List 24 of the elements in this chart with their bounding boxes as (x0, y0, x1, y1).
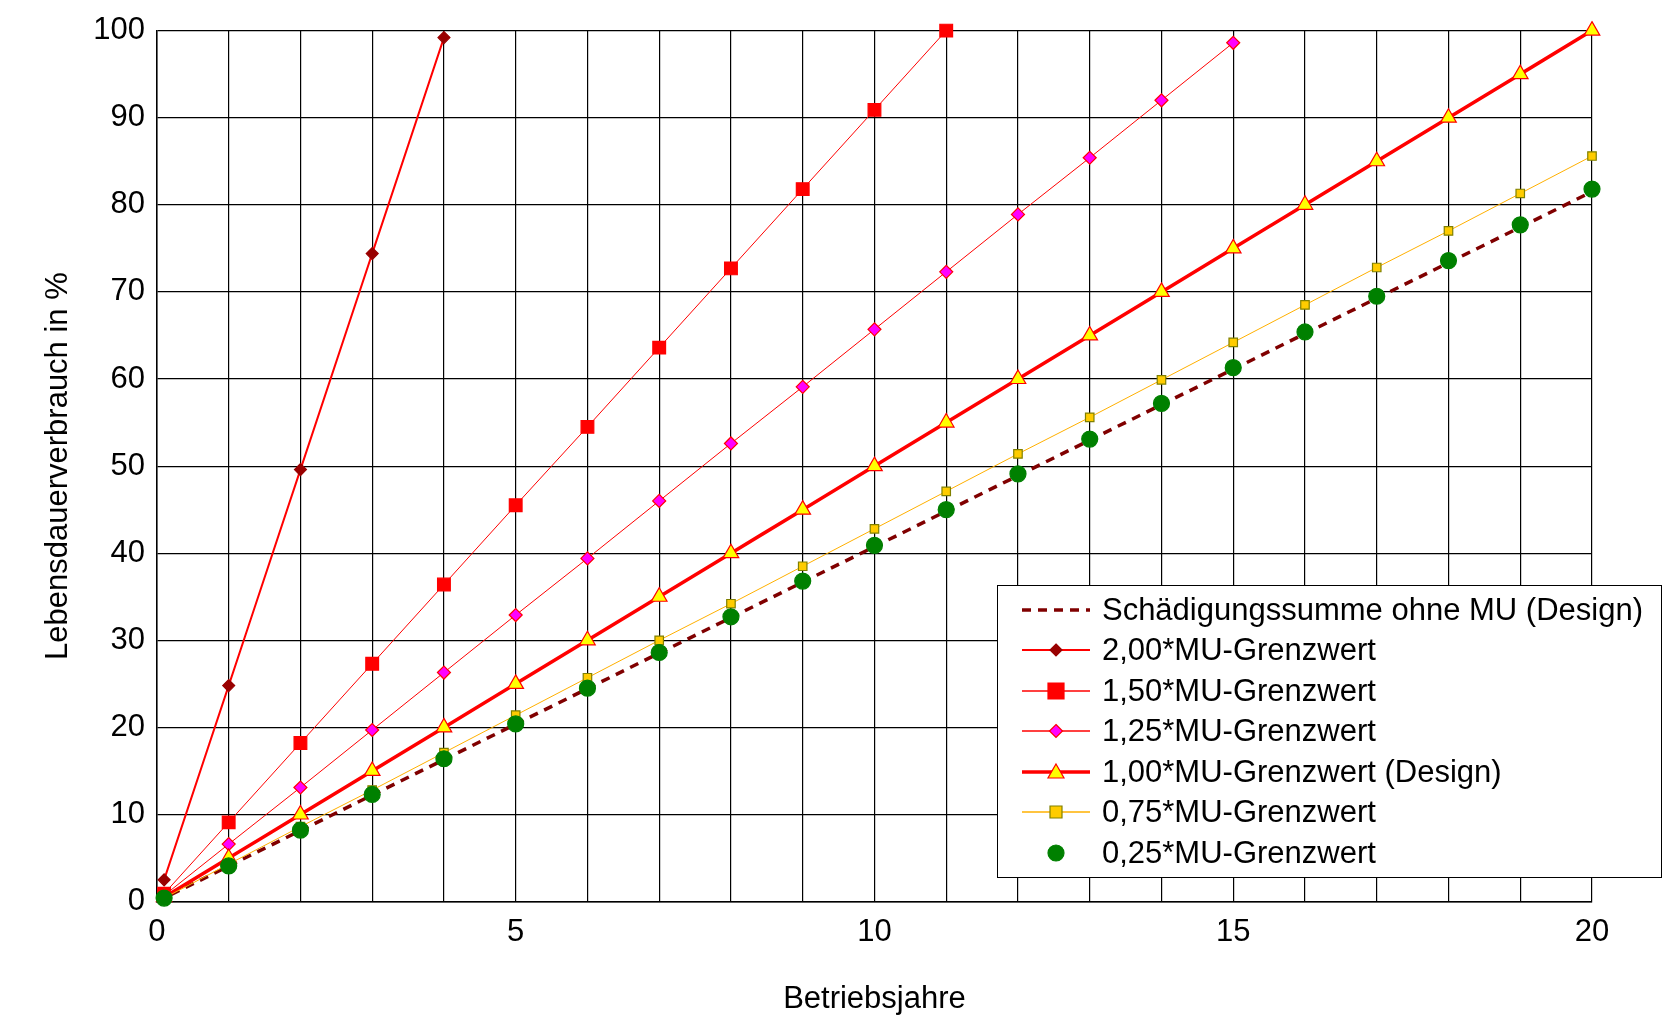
legend-label: Schädigungssumme ohne MU (Design) (1101, 590, 1643, 629)
y-tick-label: 20 (110, 707, 145, 743)
y-tick-label: 60 (110, 359, 145, 395)
legend-label: 1,50*MU-Grenzwert (1101, 671, 1376, 710)
y-tick-label: 40 (110, 533, 145, 569)
y-tick-label: 100 (93, 11, 145, 47)
legend-label: 0,25*MU-Grenzwert (1101, 833, 1376, 872)
y-tick-label: 0 (127, 882, 145, 918)
y-tick-label: 30 (110, 620, 145, 656)
legend-label: 0,75*MU-Grenzwert (1101, 793, 1376, 831)
y-tick-label: 10 (110, 795, 145, 831)
y-tick-label: 70 (110, 272, 145, 308)
y-tick-label: 80 (110, 185, 145, 221)
x-tick-label: 5 (507, 912, 525, 948)
x-tick-label: 10 (857, 912, 892, 948)
legend-label: 2,00*MU-Grenzwert (1101, 631, 1376, 669)
y-axis-title: Lebensdauerverbrauch in % (39, 272, 75, 660)
x-tick-label: 20 (1574, 912, 1610, 948)
legend-label: 1,00*MU-Grenzwert (Design) (1101, 752, 1502, 791)
x-tick-label: 15 (1215, 912, 1251, 948)
y-tick-label: 50 (110, 446, 145, 482)
y-tick-label: 90 (110, 98, 145, 134)
x-axis-title: Betriebsjahre (783, 979, 966, 1015)
legend-label: 1,25*MU-Grenzwert (1101, 712, 1376, 750)
